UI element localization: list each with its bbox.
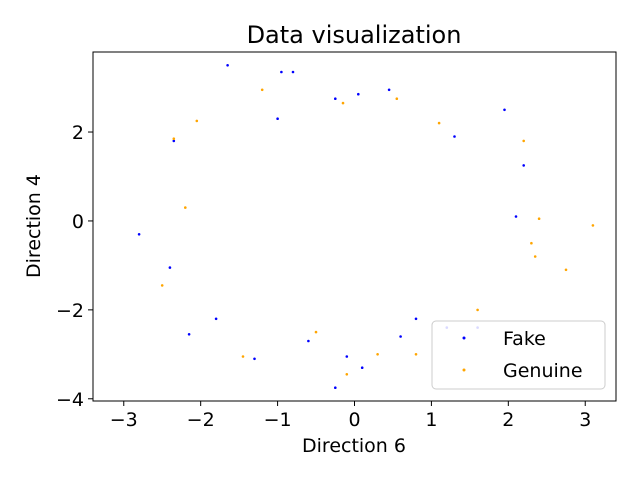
data-point [187, 333, 191, 336]
data-point [334, 97, 337, 100]
data-point [345, 355, 349, 358]
y-axis-label: Direction 4 [23, 174, 45, 278]
legend-label-genuine: Genuine [503, 360, 583, 382]
x-axis-label: Direction 6 [302, 435, 406, 457]
data-point [476, 308, 479, 312]
data-point [291, 70, 295, 74]
data-point [307, 339, 310, 343]
data-point [172, 137, 176, 140]
legend-marker-fake [462, 336, 466, 340]
data-point [533, 255, 537, 258]
x-tick-label: −2 [187, 409, 215, 431]
series-genuine [160, 88, 595, 376]
data-point [160, 284, 164, 287]
data-point [437, 121, 441, 125]
x-tick-label: 1 [425, 409, 437, 431]
data-point [453, 135, 456, 138]
data-point [214, 317, 218, 321]
y-axis-ticks: −4 −2 0 2 [56, 122, 93, 411]
data-point [137, 233, 141, 236]
data-point [260, 88, 264, 92]
y-tick-label: 0 [72, 211, 84, 233]
series-fake [137, 64, 525, 390]
data-point [522, 139, 525, 143]
data-point [522, 164, 525, 167]
data-point [241, 355, 245, 358]
data-point [537, 217, 541, 220]
legend-label-fake: Fake [503, 328, 546, 350]
x-tick-label: 0 [348, 409, 360, 431]
data-point [357, 92, 360, 96]
legend-marker-genuine [462, 368, 466, 372]
data-point [387, 88, 391, 92]
x-tick-label: −1 [264, 409, 292, 431]
y-tick-label: −4 [56, 389, 84, 411]
x-tick-label: −3 [110, 409, 138, 431]
data-point [276, 117, 279, 120]
data-point [334, 386, 337, 390]
data-point [345, 373, 349, 376]
points-layer [137, 64, 595, 390]
data-point [341, 101, 345, 105]
data-point [226, 64, 229, 67]
x-axis-ticks: −3 −2 −1 0 1 2 3 [110, 401, 591, 431]
data-point [314, 330, 318, 334]
x-tick-label: 2 [502, 409, 514, 431]
chart-title: Data visualization [247, 21, 462, 49]
data-point [376, 353, 379, 356]
data-point [253, 357, 256, 361]
y-tick-label: −2 [56, 300, 84, 322]
data-point [530, 241, 533, 245]
data-point [503, 108, 506, 112]
data-point [514, 215, 518, 218]
data-point [360, 366, 364, 370]
y-tick-label: 2 [72, 122, 84, 144]
legend-box [431, 320, 606, 390]
data-point [414, 353, 418, 356]
x-tick-label: 3 [579, 409, 591, 431]
data-point [172, 139, 176, 143]
data-point [564, 268, 568, 272]
data-point [414, 317, 418, 321]
data-point [591, 224, 595, 227]
data-point [195, 119, 199, 123]
data-point [168, 266, 172, 269]
data-point [184, 206, 187, 209]
data-point [280, 70, 283, 74]
data-point [399, 335, 402, 338]
data-point [395, 97, 399, 100]
legend: Fake Genuine [431, 320, 606, 390]
